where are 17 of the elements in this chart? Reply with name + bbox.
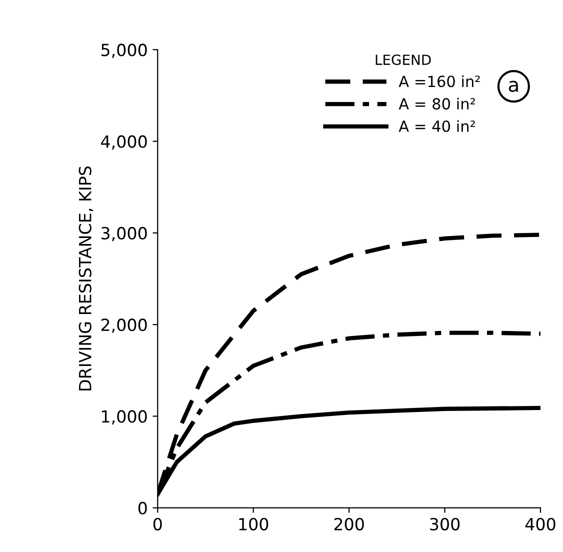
annotation: a (508, 80, 518, 92)
y-tick-label: 1,000 (102, 410, 147, 424)
y-tick-label: 0 (138, 502, 147, 514)
legend-label: A = 80 in² (398, 98, 475, 110)
x-tick-label: 100 (239, 518, 268, 530)
legend-label: A =160 in² (398, 75, 480, 88)
y-tick-label: 5,000 (101, 44, 147, 58)
y-tick-label: 4,000 (101, 135, 147, 150)
x-tick-label: 400 (525, 518, 556, 530)
y-tick-label: 3,000 (101, 226, 147, 242)
x-tick-label: 0 (153, 518, 162, 530)
x-tick-label: 300 (430, 518, 460, 530)
y-tick-label: 2,000 (101, 318, 147, 333)
legend-label: A = 40 in² (398, 120, 475, 132)
y-axis-title: DRIVING RESISTANCE, KIPS (78, 166, 94, 390)
legend-title: LEGEND (376, 54, 431, 66)
x-tick-label: 200 (334, 518, 364, 530)
